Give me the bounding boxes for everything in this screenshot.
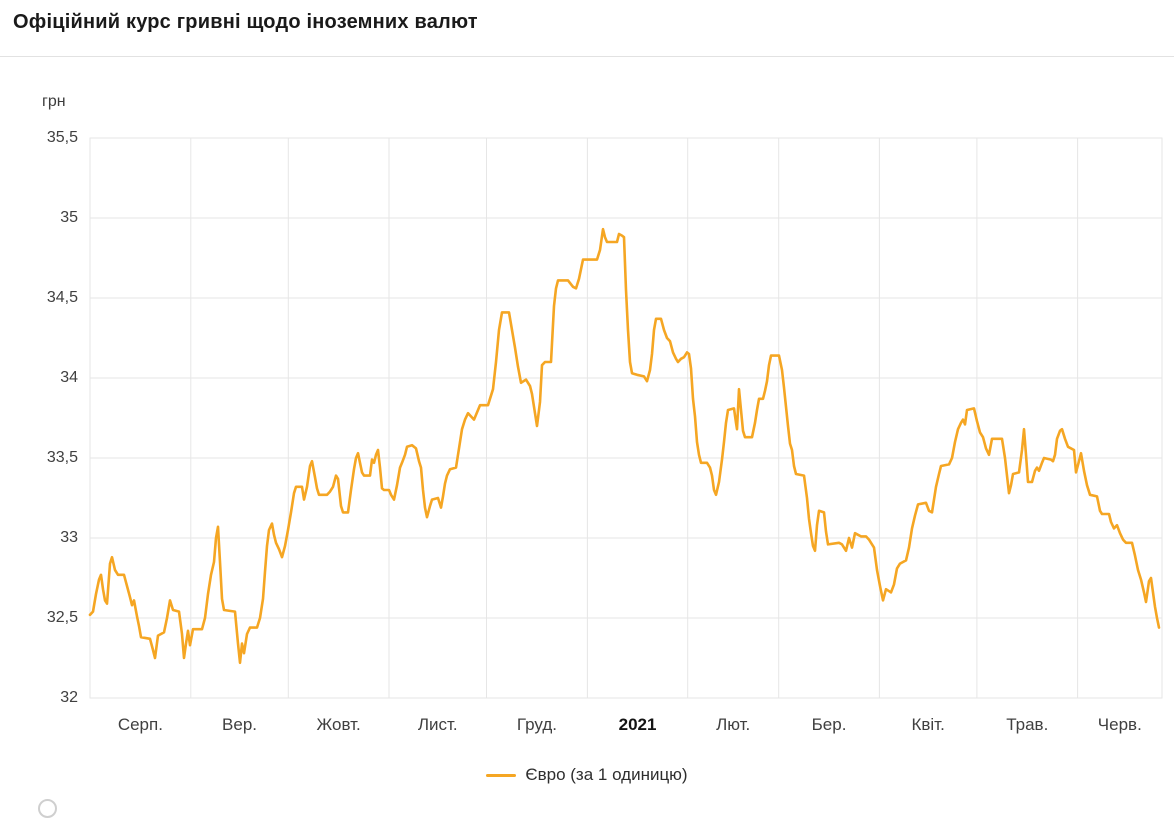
y-axis-unit-label: грн xyxy=(42,93,66,110)
partial-circle-icon xyxy=(38,799,57,818)
y-axis-tick-label: 32,5 xyxy=(46,609,78,626)
x-axis-tick-label: Квіт. xyxy=(911,715,945,734)
x-axis-tick-label: Лют. xyxy=(716,715,751,734)
y-axis-tick-label: 32 xyxy=(60,689,78,706)
series-line-euro xyxy=(88,227,1161,665)
legend-line-swatch-icon[interactable] xyxy=(486,773,517,777)
x-axis-tick-label: Бер. xyxy=(811,715,847,734)
y-axis-tick-label: 34 xyxy=(60,369,78,386)
plot-border xyxy=(89,137,1163,699)
y-axis-tick-label: 35,5 xyxy=(46,129,78,146)
header-divider xyxy=(0,56,1174,57)
x-axis-tick-label: Серп. xyxy=(117,715,163,734)
legend: Євро (за 1 одиницю) xyxy=(0,762,1174,788)
x-axis-tick-label: Трав. xyxy=(1006,715,1049,734)
x-axis-tick-label: Груд. xyxy=(516,715,557,734)
x-axis-tick-label: 2021 xyxy=(618,715,657,734)
y-axis-tick-label: 35 xyxy=(60,209,78,226)
y-axis-tick-label: 33,5 xyxy=(46,449,78,466)
x-axis-tick-label: Жовт. xyxy=(316,715,361,734)
x-axis-tick-label: Лист. xyxy=(417,715,458,734)
y-axis-tick-label: 34,5 xyxy=(46,289,78,306)
y-axis-tick-label: 33 xyxy=(60,529,78,546)
legend-series-label[interactable]: Євро (за 1 одиницю) xyxy=(525,765,688,784)
x-axis-tick-label: Вер. xyxy=(222,715,258,734)
x-axis-tick-label: Черв. xyxy=(1097,715,1142,734)
chart-title: Офіційний курс гривні щодо іноземних вал… xyxy=(13,11,478,33)
